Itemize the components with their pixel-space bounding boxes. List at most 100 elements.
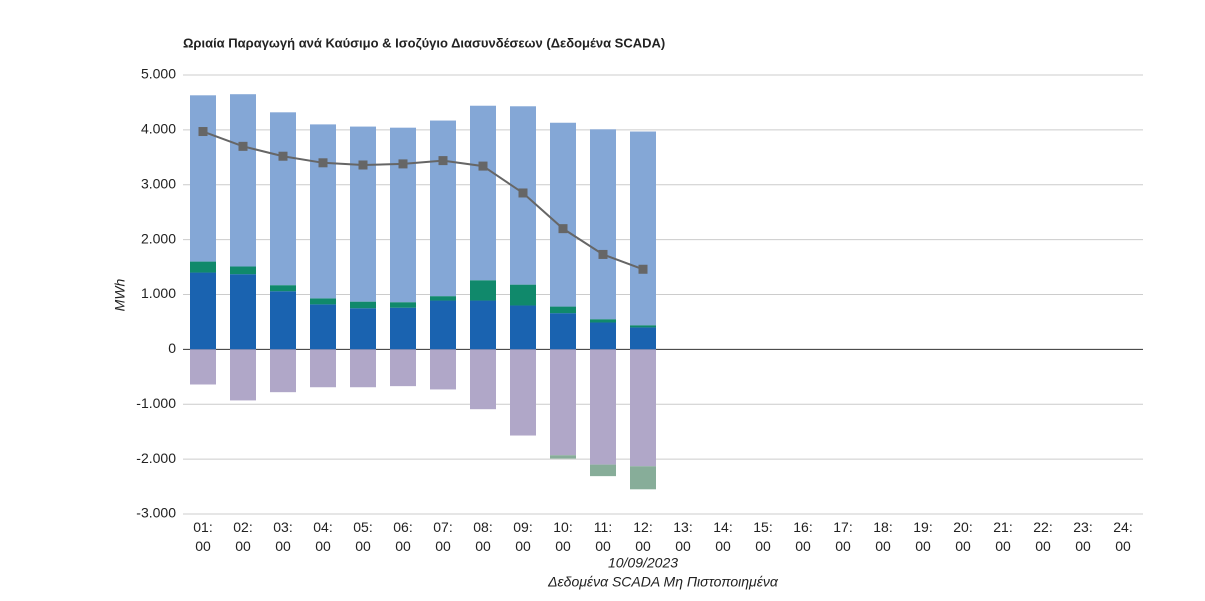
bar-segment bbox=[630, 131, 656, 326]
x-tick-label: 03:00 bbox=[273, 519, 293, 554]
bar-segment bbox=[470, 349, 496, 410]
bar-segment bbox=[550, 122, 576, 307]
y-tick-label: 5.000 bbox=[141, 66, 176, 82]
x-tick-label: 12:00 bbox=[633, 519, 653, 554]
y-tick-label: 1.000 bbox=[141, 285, 176, 301]
x-tick-label: 15:00 bbox=[753, 519, 773, 554]
x-tick-label: 20:00 bbox=[953, 519, 973, 554]
bar-segment bbox=[350, 349, 376, 388]
line-marker bbox=[598, 249, 608, 259]
bar-segment bbox=[630, 327, 656, 350]
y-tick-label: 0 bbox=[168, 340, 176, 356]
y-axis-label: MWh bbox=[112, 278, 128, 311]
line-marker bbox=[358, 160, 368, 170]
bar-segment bbox=[550, 349, 576, 456]
x-tick-label: 11:00 bbox=[593, 519, 613, 554]
x-tick-label: 24:00 bbox=[1113, 519, 1133, 554]
bar-segment bbox=[190, 349, 216, 385]
line-marker bbox=[238, 141, 248, 151]
bar-segment bbox=[550, 313, 576, 350]
x-tick-label: 16:00 bbox=[793, 519, 813, 554]
bar-segment bbox=[350, 308, 376, 350]
bar-segment bbox=[550, 306, 576, 314]
x-tick-label: 18:00 bbox=[873, 519, 893, 554]
bar-segment bbox=[430, 300, 456, 350]
bar-segment bbox=[230, 94, 256, 267]
bar-segment bbox=[590, 464, 616, 477]
y-tick-label: -3.000 bbox=[136, 505, 176, 521]
bar-segment bbox=[630, 466, 656, 490]
x-tick-label: 21:00 bbox=[993, 519, 1013, 554]
bar-segment bbox=[310, 304, 336, 350]
bar-segment bbox=[190, 261, 216, 273]
bar-segment bbox=[630, 325, 656, 328]
bar-segment bbox=[590, 322, 616, 350]
bar-segment bbox=[510, 349, 536, 436]
x-tick-label: 07:00 bbox=[433, 519, 453, 554]
x-tick-label: 23:00 bbox=[1073, 519, 1093, 554]
bar-segment bbox=[350, 126, 376, 302]
x-tick-label: 10:00 bbox=[553, 519, 573, 554]
y-tick-label: 4.000 bbox=[141, 121, 176, 137]
line-marker bbox=[318, 158, 328, 168]
bar-segment bbox=[390, 307, 416, 350]
bar-segment bbox=[230, 266, 256, 275]
bar-segment bbox=[190, 272, 216, 350]
line-marker bbox=[638, 264, 648, 274]
x-tick-label: 14:00 bbox=[713, 519, 733, 554]
line-marker bbox=[278, 151, 288, 161]
bar-segment bbox=[590, 319, 616, 323]
x-axis-label: 10/09/2023 bbox=[608, 555, 678, 571]
bar-segment bbox=[310, 349, 336, 388]
x-tick-label: 19:00 bbox=[913, 519, 933, 554]
bar-segment bbox=[550, 455, 576, 459]
line bbox=[202, 130, 644, 271]
bar-segment bbox=[190, 95, 216, 262]
bar-segment bbox=[630, 349, 656, 467]
bar-segment bbox=[390, 127, 416, 303]
x-tick-label: 06:00 bbox=[393, 519, 413, 554]
bar-segment bbox=[390, 302, 416, 308]
x-tick-label: 02:00 bbox=[233, 519, 253, 554]
line-marker bbox=[558, 224, 568, 234]
line-marker bbox=[478, 161, 488, 171]
y-tick-label: 2.000 bbox=[141, 230, 176, 246]
x-tick-label: 17:00 bbox=[833, 519, 853, 554]
bar-segment bbox=[310, 298, 336, 305]
x-tick-label: 09:00 bbox=[513, 519, 533, 554]
bar-segment bbox=[470, 300, 496, 350]
bar-segment bbox=[230, 274, 256, 350]
x-tick-label: 22:00 bbox=[1033, 519, 1053, 554]
bar-segment bbox=[350, 301, 376, 309]
bar-segment bbox=[270, 112, 296, 286]
subtitle: Δεδομένα SCADA Μη Πιστοποιημένα bbox=[547, 574, 779, 590]
bar-segment bbox=[430, 349, 456, 390]
line-marker bbox=[198, 127, 208, 137]
line-marker bbox=[438, 156, 448, 166]
bar-segment bbox=[310, 124, 336, 299]
bar-segment bbox=[590, 129, 616, 320]
line-marker bbox=[518, 188, 528, 198]
bar-segment bbox=[230, 349, 256, 401]
bar-segment bbox=[510, 284, 536, 306]
chart-title: Ωριαία Παραγωγή ανά Καύσιμο & Ισοζύγιο Δ… bbox=[183, 35, 665, 50]
bar-segment bbox=[270, 285, 296, 292]
y-tick-label: -2.000 bbox=[136, 450, 176, 466]
x-tick-label: 13:00 bbox=[673, 519, 693, 554]
x-tick-label: 08:00 bbox=[473, 519, 493, 554]
x-tick-label: 04:00 bbox=[313, 519, 333, 554]
bar-segment bbox=[270, 291, 296, 350]
bar-segment bbox=[270, 349, 296, 393]
y-tick-label: 3.000 bbox=[141, 175, 176, 191]
bar-segment bbox=[470, 280, 496, 301]
bar-segment bbox=[590, 349, 616, 465]
bar-segment bbox=[430, 296, 456, 301]
x-tick-label: 01:00 bbox=[193, 519, 213, 554]
y-tick-label: -1.000 bbox=[136, 395, 176, 411]
bar-segment bbox=[430, 120, 456, 297]
x-tick-label: 05:00 bbox=[353, 519, 373, 554]
bar-segment bbox=[510, 305, 536, 350]
line-marker bbox=[398, 159, 408, 169]
